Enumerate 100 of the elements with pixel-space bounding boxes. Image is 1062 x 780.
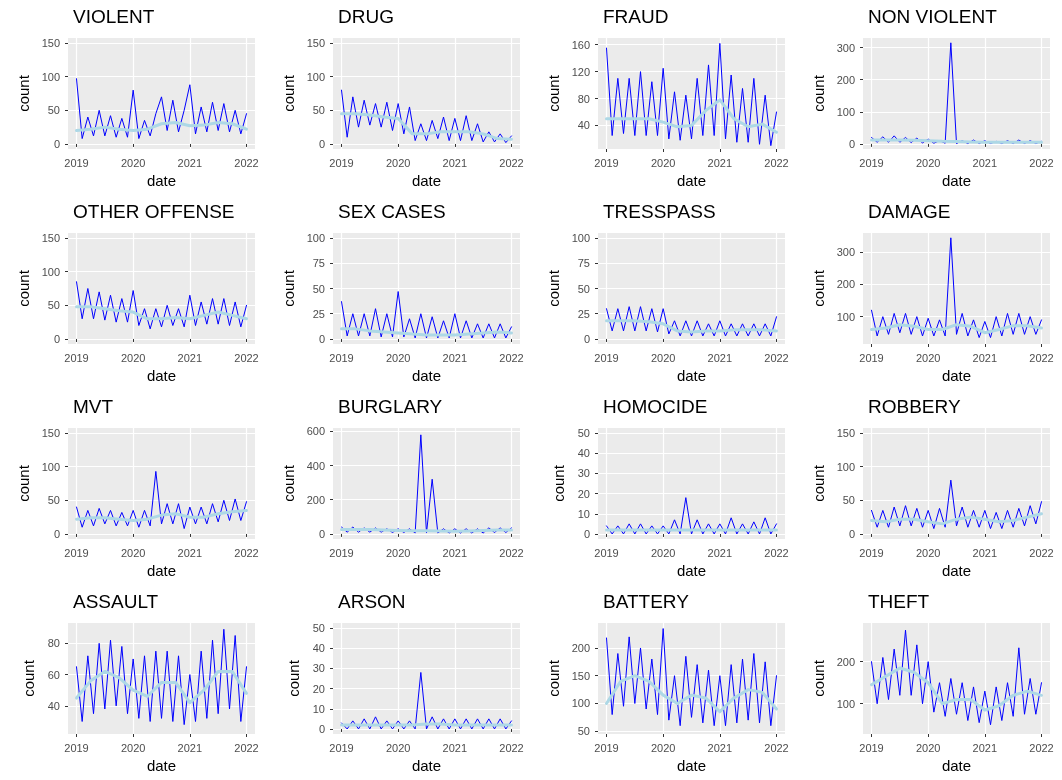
x-tick-label: 2019 — [594, 351, 619, 364]
x-axis-title: date — [676, 171, 707, 189]
x-tick-label: 2019 — [329, 546, 354, 559]
x-tick-label: 2022 — [764, 546, 789, 559]
x-tick-label: 2021 — [972, 156, 998, 169]
y-tick-label: 80 — [47, 637, 60, 650]
y-tick-label: 0 — [848, 527, 855, 540]
y-axis-title: count — [550, 464, 567, 502]
y-tick-label: 10 — [577, 507, 590, 520]
x-tick-label: 2020 — [650, 351, 676, 364]
line-series — [606, 306, 777, 337]
x-tick-label: 2020 — [650, 156, 676, 169]
x-tick-label: 2021 — [442, 351, 468, 364]
line-series — [606, 628, 777, 727]
y-tick-label: 200 — [836, 73, 855, 86]
x-tick-label: 2020 — [385, 741, 411, 754]
x-tick-label: 2022 — [499, 741, 524, 754]
x-axis-title: date — [676, 366, 707, 384]
line-series — [340, 112, 513, 141]
line-series — [605, 674, 778, 714]
x-tick-label: 2019 — [859, 546, 884, 559]
y-tick-label: 100 — [836, 697, 855, 710]
y-tick-label: 150 — [306, 37, 325, 50]
line-series — [76, 470, 247, 530]
x-tick-label: 2020 — [120, 351, 146, 364]
x-tick-label: 2019 — [64, 741, 89, 754]
y-tick-label: 75 — [577, 257, 590, 270]
chart-title: ARSON — [338, 591, 406, 612]
x-tick-label: 2022 — [1029, 156, 1054, 169]
x-tick-label: 2022 — [234, 546, 259, 559]
y-tick-label: 40 — [577, 447, 590, 460]
y-tick-label: 0 — [583, 527, 590, 540]
x-axis-title: date — [411, 366, 442, 384]
chart-title: HOMOCIDE — [603, 396, 708, 417]
x-tick-label: 2019 — [594, 546, 619, 559]
line-series — [341, 434, 512, 534]
x-tick-label: 2021 — [972, 741, 998, 754]
line-series — [871, 479, 1042, 530]
x-tick-label: 2022 — [499, 156, 524, 169]
y-tick-label: 160 — [571, 38, 590, 51]
y-axis-title: count — [279, 269, 297, 307]
chart-title: FRAUD — [603, 6, 669, 27]
x-tick-label: 2019 — [329, 351, 354, 364]
y-axis-title: count — [809, 269, 827, 307]
x-axis-title: date — [411, 561, 442, 579]
line-series — [75, 305, 248, 321]
y-tick-label: 50 — [577, 725, 590, 738]
chart-title: TRESSPASS — [603, 201, 716, 222]
y-tick-label: 50 — [312, 282, 325, 295]
y-tick-label: 200 — [836, 655, 855, 668]
x-tick-label: 2022 — [234, 741, 259, 754]
line-series — [340, 327, 513, 337]
chart-title: SEX CASES — [338, 201, 446, 222]
y-tick-label: 100 — [571, 232, 590, 245]
x-tick-label: 2021 — [442, 741, 468, 754]
y-axis-title: count — [544, 659, 562, 697]
y-tick-label: 75 — [312, 257, 325, 270]
x-tick-label: 2020 — [915, 546, 941, 559]
y-axis-title: count — [285, 659, 302, 697]
line-series — [871, 629, 1042, 726]
y-tick-label: 80 — [577, 92, 590, 105]
y-tick-label: 200 — [306, 493, 325, 506]
x-tick-label: 2020 — [385, 351, 411, 364]
x-tick-label: 2022 — [764, 156, 789, 169]
y-tick-label: 100 — [41, 460, 60, 473]
y-tick-label: 50 — [842, 494, 855, 507]
y-tick-label: 100 — [306, 70, 325, 83]
y-tick-label: 100 — [836, 105, 855, 118]
x-tick-label: 2021 — [177, 546, 203, 559]
chart-title: ASSAULT — [73, 591, 159, 612]
x-tick-label: 2022 — [1029, 546, 1054, 559]
y-tick-label: 100 — [571, 697, 590, 710]
y-tick-label: 300 — [836, 41, 855, 54]
x-tick-label: 2019 — [859, 351, 884, 364]
x-tick-label: 2019 — [859, 156, 884, 169]
y-tick-label: 20 — [577, 487, 590, 500]
line-series — [75, 120, 248, 132]
y-axis-title: count — [809, 464, 827, 502]
y-tick-label: 0 — [318, 722, 325, 735]
x-tick-label: 2021 — [707, 741, 733, 754]
x-tick-label: 2021 — [177, 351, 203, 364]
chart-title: VIOLENT — [73, 6, 155, 27]
x-tick-label: 2020 — [915, 351, 941, 364]
y-tick-label: 30 — [312, 662, 325, 675]
y-tick-label: 50 — [312, 622, 325, 635]
y-axis-title: count — [20, 659, 37, 697]
x-tick-label: 2021 — [707, 156, 733, 169]
x-tick-label: 2020 — [120, 156, 146, 169]
chart-title: NON VIOLENT — [868, 6, 998, 27]
x-axis-title: date — [411, 756, 442, 774]
x-tick-label: 2020 — [915, 156, 941, 169]
x-axis-title: date — [941, 366, 972, 384]
x-axis-title: date — [411, 171, 442, 189]
line-series — [606, 497, 777, 535]
x-tick-label: 2021 — [177, 741, 203, 754]
x-tick-label: 2022 — [764, 741, 789, 754]
x-tick-label: 2020 — [915, 741, 941, 754]
chart-title: ROBBERY — [868, 396, 961, 417]
x-axis-title: date — [941, 561, 972, 579]
y-tick-label: 50 — [47, 494, 60, 507]
